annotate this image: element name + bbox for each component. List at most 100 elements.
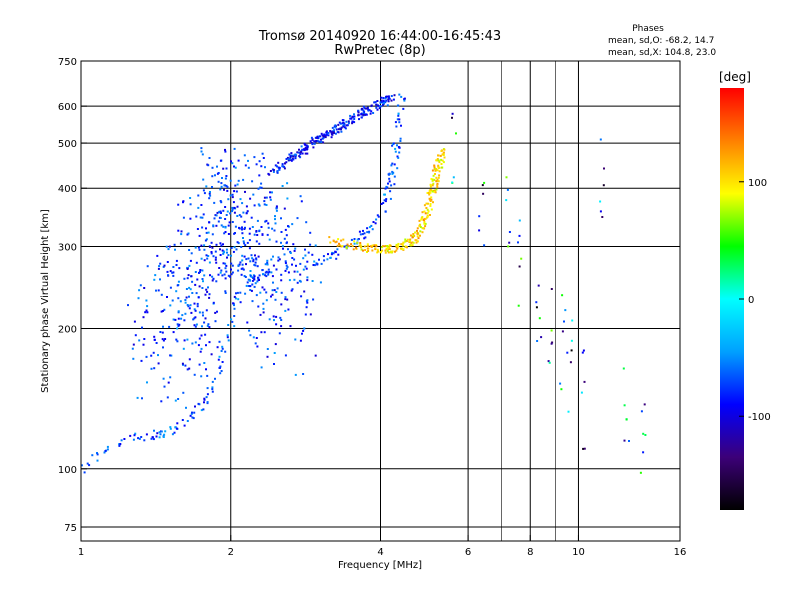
- data-point: [164, 430, 167, 433]
- data-point: [331, 133, 334, 136]
- data-point: [196, 302, 199, 305]
- data-point: [283, 167, 286, 170]
- data-point: [210, 241, 213, 244]
- data-point: [231, 221, 234, 223]
- data-point: [313, 142, 316, 145]
- data-point: [252, 258, 255, 261]
- data-point: [283, 253, 286, 256]
- data-point: [423, 222, 426, 225]
- data-point: [169, 304, 172, 307]
- data-point: [231, 264, 234, 267]
- data-point: [153, 335, 156, 338]
- data-point: [291, 257, 294, 259]
- data-point: [383, 102, 385, 104]
- data-point: [599, 200, 602, 203]
- data-point: [233, 295, 236, 298]
- data-point: [349, 117, 352, 120]
- chart-title: Tromsø 20140920 16:44:00-16:45:43: [258, 29, 501, 44]
- data-point: [173, 431, 176, 434]
- data-point: [384, 200, 387, 203]
- data-point: [231, 210, 233, 213]
- data-point: [227, 339, 230, 342]
- data-point: [404, 240, 407, 243]
- data-point: [388, 180, 391, 183]
- data-point: [397, 245, 400, 248]
- data-point: [143, 439, 146, 442]
- data-point: [265, 196, 268, 199]
- data-point: [374, 247, 377, 250]
- data-point: [397, 112, 400, 115]
- data-point: [392, 142, 395, 145]
- data-point: [285, 158, 288, 160]
- data-point: [214, 258, 217, 261]
- data-point: [566, 351, 569, 354]
- data-point: [205, 238, 208, 241]
- data-point: [426, 212, 429, 215]
- data-point: [359, 242, 362, 244]
- data-point: [225, 248, 228, 251]
- data-point: [186, 266, 189, 269]
- data-point: [236, 291, 239, 294]
- data-point: [289, 325, 292, 328]
- data-point: [210, 251, 213, 253]
- data-point: [346, 243, 349, 246]
- data-point: [169, 426, 172, 429]
- data-point: [257, 255, 260, 258]
- data-point: [157, 267, 160, 270]
- data-point: [189, 304, 192, 307]
- data-point: [274, 222, 277, 225]
- data-point: [176, 284, 179, 287]
- data-point: [371, 249, 374, 252]
- data-point: [292, 243, 295, 246]
- data-point: [186, 268, 189, 270]
- data-point: [280, 319, 283, 321]
- data-point: [330, 253, 333, 256]
- data-point: [163, 264, 166, 267]
- data-point: [211, 380, 214, 383]
- data-point: [157, 362, 160, 365]
- data-point: [284, 296, 287, 299]
- data-point: [219, 365, 222, 368]
- data-point: [224, 177, 227, 180]
- data-point: [381, 249, 384, 252]
- data-point: [267, 222, 270, 225]
- data-point: [249, 260, 252, 263]
- data-point: [201, 269, 204, 272]
- data-point: [387, 95, 390, 98]
- data-point: [623, 439, 626, 442]
- data-point: [334, 126, 337, 129]
- data-point: [203, 192, 206, 195]
- data-point: [194, 246, 197, 249]
- data-point: [571, 319, 574, 322]
- data-point: [183, 277, 186, 280]
- data-point: [214, 311, 217, 314]
- data-point: [366, 227, 369, 230]
- data-point: [334, 132, 337, 135]
- data-point: [311, 143, 314, 146]
- data-point: [211, 175, 214, 178]
- data-point: [188, 307, 191, 310]
- data-point: [280, 325, 283, 328]
- data-point: [177, 280, 180, 283]
- data-point: [419, 234, 421, 237]
- data-point: [550, 329, 553, 332]
- data-point: [316, 140, 319, 142]
- data-point: [278, 258, 281, 261]
- data-point: [166, 396, 169, 399]
- data-point: [382, 97, 385, 99]
- data-point: [358, 118, 360, 121]
- data-point: [162, 325, 164, 328]
- data-point: [371, 228, 374, 231]
- colorbar-label: [deg]: [719, 70, 751, 84]
- data-point: [230, 160, 232, 163]
- data-point: [247, 257, 250, 260]
- data-point: [232, 201, 235, 204]
- data-point: [247, 278, 250, 281]
- data-point: [426, 192, 429, 194]
- data-point: [252, 260, 255, 263]
- data-point: [420, 217, 423, 219]
- data-point: [174, 426, 177, 429]
- data-point: [420, 218, 423, 221]
- data-point: [190, 275, 193, 278]
- data-point: [191, 416, 194, 419]
